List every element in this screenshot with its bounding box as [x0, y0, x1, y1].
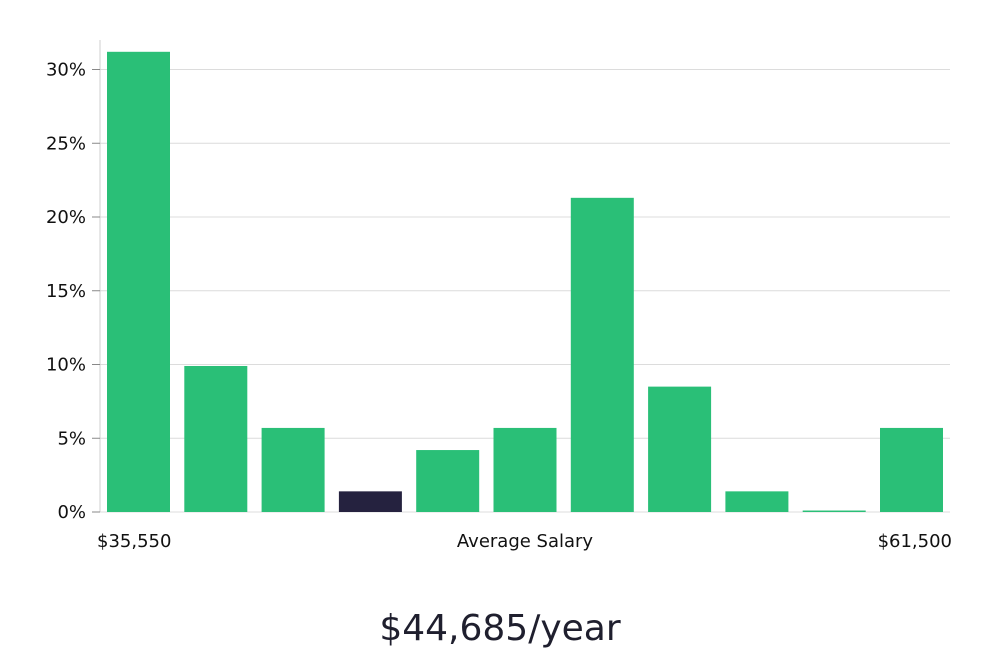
bar [261, 427, 325, 512]
y-tick-label: 30% [46, 60, 86, 81]
bar [648, 386, 712, 512]
y-axis-ticks: 0% 5% 10% 15% 20% 25% 30% [46, 60, 100, 523]
bars [107, 51, 943, 513]
bar [880, 427, 943, 512]
y-tick-label: 25% [46, 133, 86, 154]
y-tick-label: 20% [46, 207, 86, 228]
x-min-label: $35,550 [97, 531, 171, 552]
bar [493, 427, 557, 512]
average-salary-value: $44,685/year [379, 608, 621, 649]
bar [570, 197, 634, 512]
bar-highlighted [338, 491, 402, 512]
bar [184, 365, 248, 512]
x-max-label: $61,500 [878, 531, 952, 552]
y-tick-label: 0% [57, 502, 86, 523]
x-axis-label: Average Salary [457, 531, 594, 552]
bar [107, 51, 170, 513]
y-tick-label: 10% [46, 355, 86, 376]
bar [416, 450, 480, 512]
y-tick-label: 15% [46, 281, 86, 302]
y-tick-label: 5% [57, 428, 86, 449]
bar [802, 510, 866, 512]
bar [725, 491, 789, 512]
